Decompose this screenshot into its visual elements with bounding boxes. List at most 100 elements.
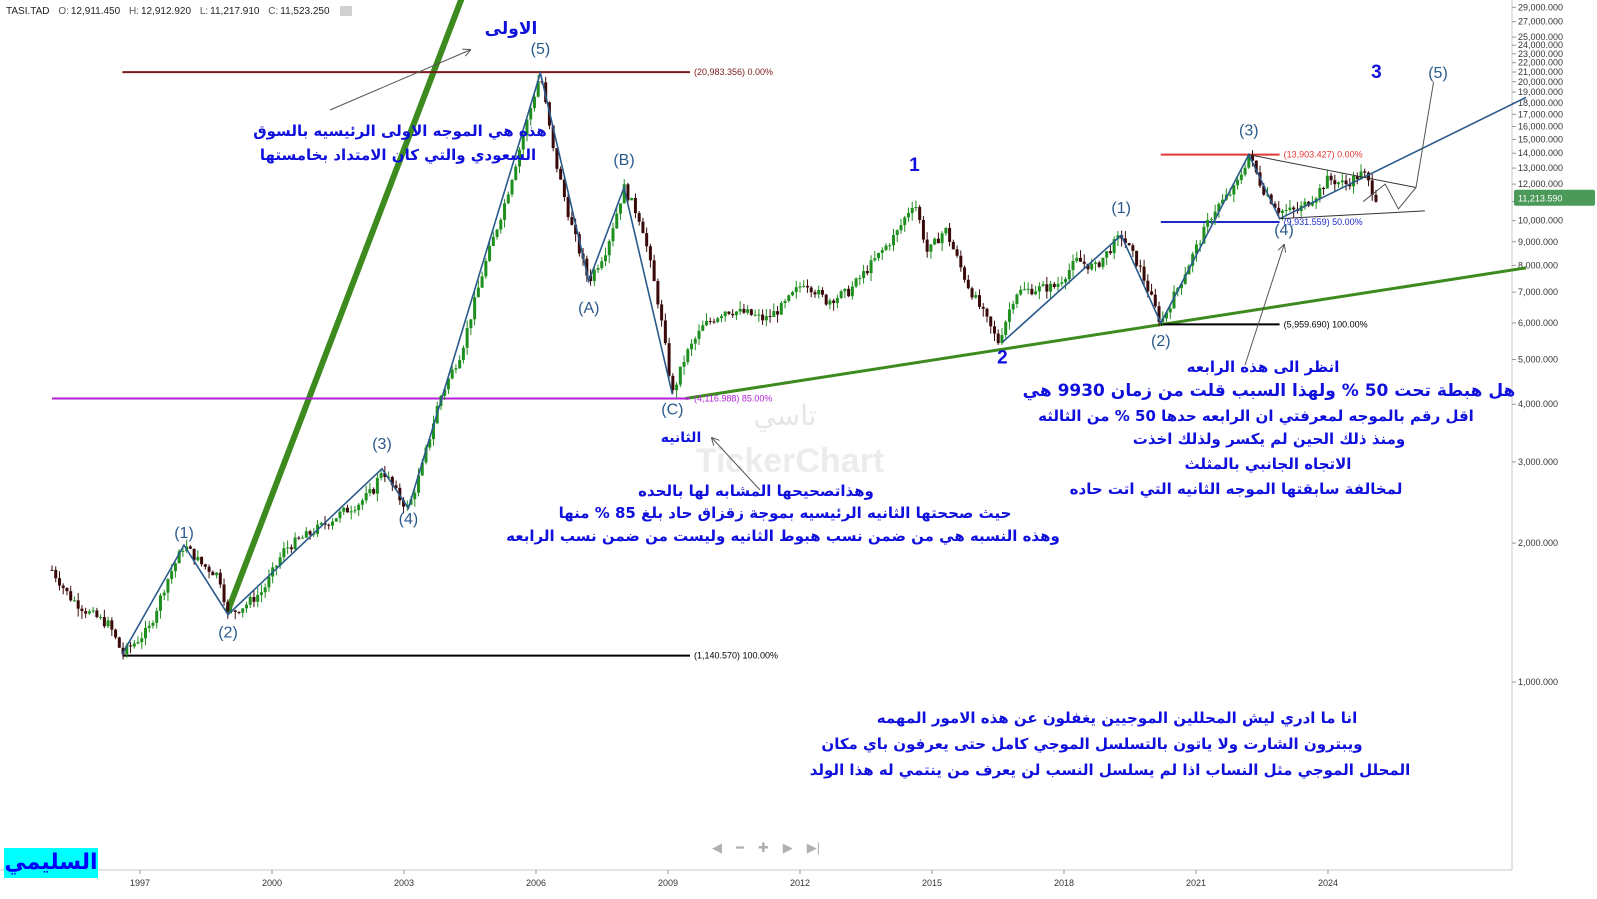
candle-body xyxy=(865,271,869,274)
candle-body xyxy=(723,311,727,317)
candle-body xyxy=(443,389,447,396)
candle-body xyxy=(562,179,566,198)
candle-body xyxy=(1112,239,1116,254)
candle-body xyxy=(1254,160,1258,173)
candle-body xyxy=(368,489,372,494)
candle-body xyxy=(364,493,368,501)
candle-body xyxy=(944,227,948,234)
y-tick-label: 3,000.000 xyxy=(1518,457,1558,467)
candle-body xyxy=(450,369,454,379)
candle-body xyxy=(641,221,645,234)
scroll-right-icon[interactable]: ▶ xyxy=(782,840,793,855)
candle-body xyxy=(1131,245,1135,251)
candle-body xyxy=(1333,180,1337,185)
candle-body xyxy=(862,271,866,279)
candle-body xyxy=(1101,257,1105,267)
candle-body xyxy=(1194,244,1198,254)
y-tick-label: 7,000.000 xyxy=(1518,287,1558,297)
candle-body xyxy=(832,300,836,304)
candle-body xyxy=(1052,283,1056,287)
candle-body xyxy=(304,531,308,538)
candle-body xyxy=(1022,289,1026,291)
scroll-end-icon[interactable]: ▶| xyxy=(806,840,821,855)
zoom-out-icon[interactable]: ━ xyxy=(736,840,744,855)
candle-body xyxy=(652,260,656,282)
header-menu-button[interactable] xyxy=(340,6,353,17)
candle-body xyxy=(787,295,791,302)
wave-label: 3 xyxy=(1371,62,1382,83)
fib-label: (20,983.356) 0.00% xyxy=(694,67,773,77)
candle-body xyxy=(1251,154,1255,161)
candle-body xyxy=(828,300,832,305)
candle-body xyxy=(136,642,140,644)
open-value: 12,911.450 xyxy=(70,6,121,17)
annotation-text: انظر الى هذه الرابعه xyxy=(1187,358,1340,376)
candle-body xyxy=(1239,174,1243,180)
candle-body xyxy=(102,617,106,627)
watermark-arabic: تاسي xyxy=(753,399,816,432)
y-tick-label: 29,000.000 xyxy=(1518,2,1563,12)
candle-body xyxy=(147,625,151,628)
candle-body xyxy=(854,278,858,287)
candle-body xyxy=(1168,308,1172,313)
candle-body xyxy=(1221,199,1225,204)
close-value: 11,523.250 xyxy=(280,6,330,17)
candle-body xyxy=(850,286,854,297)
candle-body xyxy=(1217,203,1221,212)
candle-body xyxy=(966,279,970,289)
candle-body xyxy=(749,309,753,315)
candle-body xyxy=(1015,294,1019,305)
high-label: H: xyxy=(128,6,139,17)
y-tick-label: 1,000.000 xyxy=(1518,677,1558,687)
wave-label: (1) xyxy=(1111,200,1131,217)
candle-body xyxy=(394,485,398,488)
candle-body xyxy=(618,203,622,214)
open-label: O: xyxy=(58,6,69,17)
candle-body xyxy=(1209,219,1213,221)
candle-body xyxy=(686,349,690,362)
candle-body xyxy=(383,473,387,477)
candle-body xyxy=(1370,180,1374,195)
candle-body xyxy=(379,473,383,478)
candle-body xyxy=(446,378,450,390)
candle-body xyxy=(215,572,219,576)
candle-body xyxy=(54,569,58,579)
candle-body xyxy=(963,267,967,280)
candle-body xyxy=(301,537,305,539)
last-price-label: 11,213.590 xyxy=(1518,194,1562,204)
chart-navigation: ◀ ━ ✚ ▶ ▶| xyxy=(712,838,852,858)
candle-body xyxy=(910,207,914,214)
candle-body xyxy=(237,611,241,613)
candle-body xyxy=(678,366,682,385)
candle-body xyxy=(835,297,839,304)
y-tick-label: 22,000.000 xyxy=(1518,58,1563,68)
candle-body xyxy=(1374,194,1378,202)
y-tick-label: 12,000.000 xyxy=(1518,179,1563,189)
low-value: 11,217.910 xyxy=(210,6,260,17)
candle-body xyxy=(611,228,615,242)
candle-body xyxy=(985,308,989,317)
candle-body xyxy=(1030,288,1034,295)
candle-body xyxy=(69,591,73,601)
candle-body xyxy=(323,522,327,525)
candle-body xyxy=(521,135,525,150)
candle-body xyxy=(682,361,686,367)
candle-body xyxy=(1097,262,1101,267)
candle-body xyxy=(839,291,843,298)
candle-body xyxy=(1146,280,1150,292)
candle-body xyxy=(297,537,301,539)
candle-body xyxy=(99,617,103,619)
candle-body xyxy=(1292,207,1296,210)
zoom-in-icon[interactable]: ✚ xyxy=(757,840,769,855)
candle-body xyxy=(727,311,731,314)
arrow-first-wave xyxy=(329,50,470,111)
candle-body xyxy=(992,326,996,334)
candle-body xyxy=(1037,286,1041,292)
candle-body xyxy=(226,602,230,612)
candle-body xyxy=(981,306,985,309)
scroll-left-icon[interactable]: ◀ xyxy=(712,840,722,855)
candle-body xyxy=(244,604,248,609)
annotation-text: وهذاتصحيحها المشابه لها بالحده xyxy=(638,482,874,500)
candle-body xyxy=(776,311,780,315)
